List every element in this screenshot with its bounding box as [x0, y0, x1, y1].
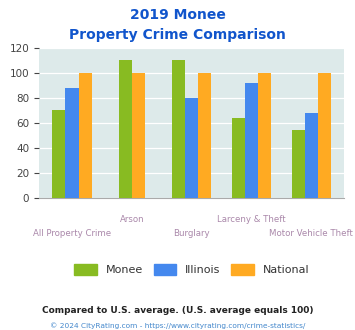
Bar: [232, 118, 245, 198]
Bar: [198, 73, 212, 198]
Text: Larceny & Theft: Larceny & Theft: [217, 215, 286, 224]
Bar: [132, 73, 145, 198]
Text: Compared to U.S. average. (U.S. average equals 100): Compared to U.S. average. (U.S. average …: [42, 306, 313, 315]
Bar: [185, 98, 198, 198]
Text: Burglary: Burglary: [173, 229, 210, 238]
Bar: [78, 73, 92, 198]
Bar: [258, 73, 271, 198]
Legend: Monee, Illinois, National: Monee, Illinois, National: [70, 259, 313, 280]
Bar: [119, 60, 132, 198]
Text: Property Crime Comparison: Property Crime Comparison: [69, 28, 286, 42]
Bar: [172, 60, 185, 198]
Bar: [245, 83, 258, 198]
Bar: [65, 88, 78, 198]
Bar: [318, 73, 331, 198]
Text: 2019 Monee: 2019 Monee: [130, 8, 225, 22]
Bar: [292, 130, 305, 198]
Text: © 2024 CityRating.com - https://www.cityrating.com/crime-statistics/: © 2024 CityRating.com - https://www.city…: [50, 323, 305, 329]
Bar: [52, 111, 65, 198]
Text: Arson: Arson: [120, 215, 144, 224]
Text: All Property Crime: All Property Crime: [33, 229, 111, 238]
Bar: [305, 113, 318, 198]
Text: Motor Vehicle Theft: Motor Vehicle Theft: [269, 229, 353, 238]
